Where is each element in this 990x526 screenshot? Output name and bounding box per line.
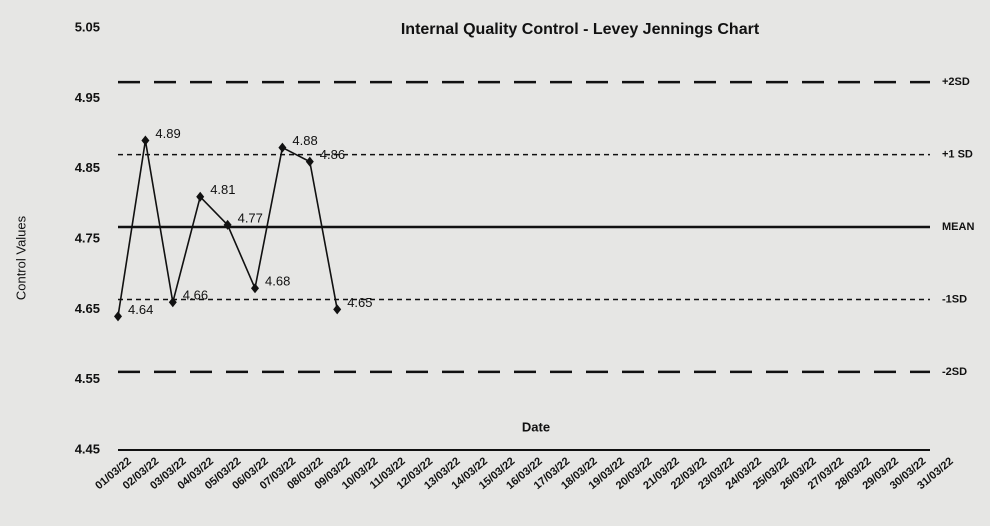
y-tick-label: 4.65 [75,301,100,316]
x-axis-title: Date [522,419,550,434]
data-label: 4.81 [210,182,235,197]
data-label: 4.68 [265,274,290,289]
data-label: 4.86 [320,147,345,162]
data-point [333,304,342,315]
data-point [141,135,150,146]
y-tick-label: 4.75 [75,230,100,245]
data-point [168,297,177,308]
y-tick-label: 4.95 [75,90,100,105]
data-point [223,219,232,230]
y-tick-label: 5.05 [75,19,100,34]
y-tick-label: 4.55 [75,371,100,386]
data-point [114,311,122,322]
reference-label: +2SD [942,76,970,88]
y-tick-label: 4.45 [75,441,100,456]
y-axis-title: Control Values [13,215,28,300]
data-label: 4.64 [128,302,153,317]
data-label: 4.88 [292,133,317,148]
reference-label: MEAN [942,221,974,233]
data-point [305,156,314,167]
data-point [278,142,287,153]
reference-label: +1 SD [942,149,973,161]
data-label: 4.65 [347,295,372,310]
data-label: 4.77 [238,210,263,225]
data-point [196,191,205,202]
data-label: 4.89 [155,126,180,141]
y-tick-label: 4.85 [75,160,100,175]
data-point [251,283,259,294]
reference-label: -1SD [942,293,967,305]
data-label: 4.66 [183,288,208,303]
reference-label: -2SD [942,366,967,378]
chart-title: Internal Quality Control - Levey Jenning… [401,21,760,38]
